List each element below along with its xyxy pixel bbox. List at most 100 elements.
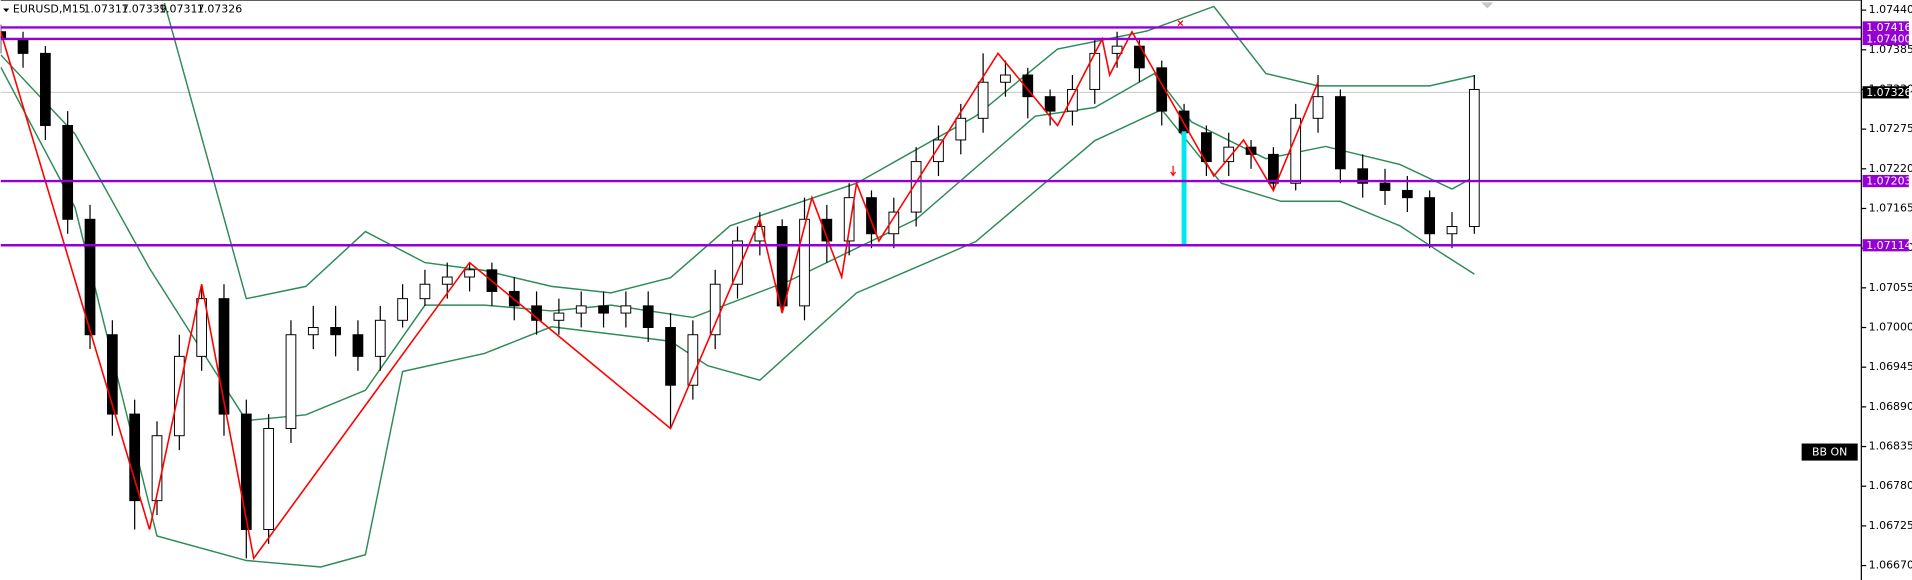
menu-arrow: [3, 8, 10, 13]
candle-body: [307, 327, 319, 336]
y-tick-label: 1.07385: [1869, 43, 1912, 56]
candle-body: [1379, 182, 1391, 191]
candle-body: [1156, 67, 1168, 112]
candle-body: [1446, 226, 1458, 235]
bb-button-label[interactable]: BB ON: [1812, 446, 1847, 459]
candle-body: [218, 298, 230, 415]
candle-body: [1044, 96, 1056, 112]
candle-body: [352, 334, 364, 357]
last-price-bg: [1862, 86, 1909, 99]
candle-body: [1401, 189, 1413, 199]
candle-body: [933, 139, 944, 163]
y-tick-label: 1.07055: [1869, 281, 1912, 294]
candle-body: [553, 312, 565, 321]
header-value: 1.07326: [197, 3, 242, 16]
last-price-label: 1.07326: [1866, 86, 1911, 99]
candle-body: [1268, 153, 1279, 184]
candle-body: [687, 334, 699, 386]
level-label-bg: [1862, 174, 1909, 188]
header-value: 1.07339: [121, 3, 166, 16]
y-tick-label: 1.06945: [1869, 360, 1912, 373]
bb-button[interactable]: [1801, 443, 1858, 461]
candle-body: [821, 218, 833, 242]
candle-body: [598, 305, 609, 314]
candle-body: [620, 305, 632, 314]
candle-body: [129, 413, 141, 502]
candle-body: [977, 81, 989, 119]
candle-body: [62, 125, 74, 220]
level-label: 1.07114: [1866, 239, 1911, 252]
y-tick-label: 1.06670: [1869, 559, 1912, 572]
candle-body: [240, 413, 252, 530]
symbol: EURUSD,M15: [13, 3, 86, 16]
candle-body: [665, 327, 676, 386]
y-tick-label: 1.06725: [1869, 519, 1912, 532]
y-tick-label: 1.06780: [1869, 479, 1912, 492]
candle-body: [17, 38, 29, 54]
y-tick-label: 1.07275: [1869, 122, 1912, 135]
level-label-bg: [1862, 239, 1909, 252]
candle-body: [196, 298, 208, 357]
level-label: 1.07400: [1866, 33, 1911, 46]
candle-body: [106, 334, 118, 415]
candle-body: [642, 305, 654, 328]
level-label-bg: [1862, 32, 1909, 46]
candle-body: [1000, 74, 1011, 83]
signal-arrow: [1170, 165, 1177, 177]
axis-labels: 1.074401.073851.073301.072751.072201.071…: [1861, 3, 1912, 572]
candle-body: [776, 226, 788, 307]
candle-body: [263, 428, 274, 530]
candle-body: [1468, 88, 1480, 228]
candle-body: [955, 117, 967, 141]
y-tick-label: 1.07220: [1869, 162, 1912, 175]
candle-body: [1223, 146, 1235, 163]
candle-body: [0, 31, 7, 40]
candle-body: [1424, 197, 1436, 235]
candle-body: [1022, 74, 1034, 98]
candle-body: [754, 226, 766, 242]
y-tick-label: 1.07000: [1869, 321, 1912, 334]
candle-body: [1357, 168, 1369, 184]
level-label: 1.07203: [1866, 175, 1911, 188]
zigzag: [0, 30, 1319, 561]
shift-marker: [1481, 2, 1494, 9]
candle-body: [888, 211, 900, 235]
candle-body: [441, 276, 453, 285]
candle-body: [39, 52, 51, 127]
plot-area: [0, 2, 1862, 568]
candle-body: [910, 161, 922, 213]
y-tick-label: 1.07440: [1869, 3, 1912, 16]
candle-body: [843, 197, 855, 242]
candle-body: [732, 240, 743, 285]
candle-body: [173, 355, 185, 437]
candle-body: [374, 319, 386, 357]
level-label-bg: [1862, 21, 1909, 34]
bollinger-band: [0, 66, 1475, 568]
candle-body: [1067, 88, 1078, 112]
candle-body: [285, 334, 297, 429]
y-tick-label: 1.07165: [1869, 201, 1912, 214]
header-value: 1.07317: [84, 3, 129, 16]
candle-body: [709, 283, 721, 336]
candle-body: [1334, 96, 1346, 170]
y-tick-label: 1.06890: [1869, 400, 1912, 413]
candle-body: [799, 218, 810, 307]
signal-bar: [1181, 131, 1187, 246]
candle-body: [464, 269, 475, 278]
candle-body: [866, 197, 877, 235]
level-label: 1.07416: [1866, 21, 1911, 34]
candle-body: [419, 283, 431, 300]
candle-body: [397, 298, 408, 321]
candle-body: [330, 327, 341, 336]
candle-body: [84, 218, 96, 336]
candle-body: [1245, 146, 1257, 155]
candle-body: [575, 305, 587, 314]
signal-cross: [1177, 20, 1184, 27]
header-value: 1.07317: [159, 3, 204, 16]
bollinger-band: [163, 2, 1475, 300]
y-tick-label: 1.06835: [1869, 440, 1912, 453]
candle-body: [1290, 117, 1302, 184]
